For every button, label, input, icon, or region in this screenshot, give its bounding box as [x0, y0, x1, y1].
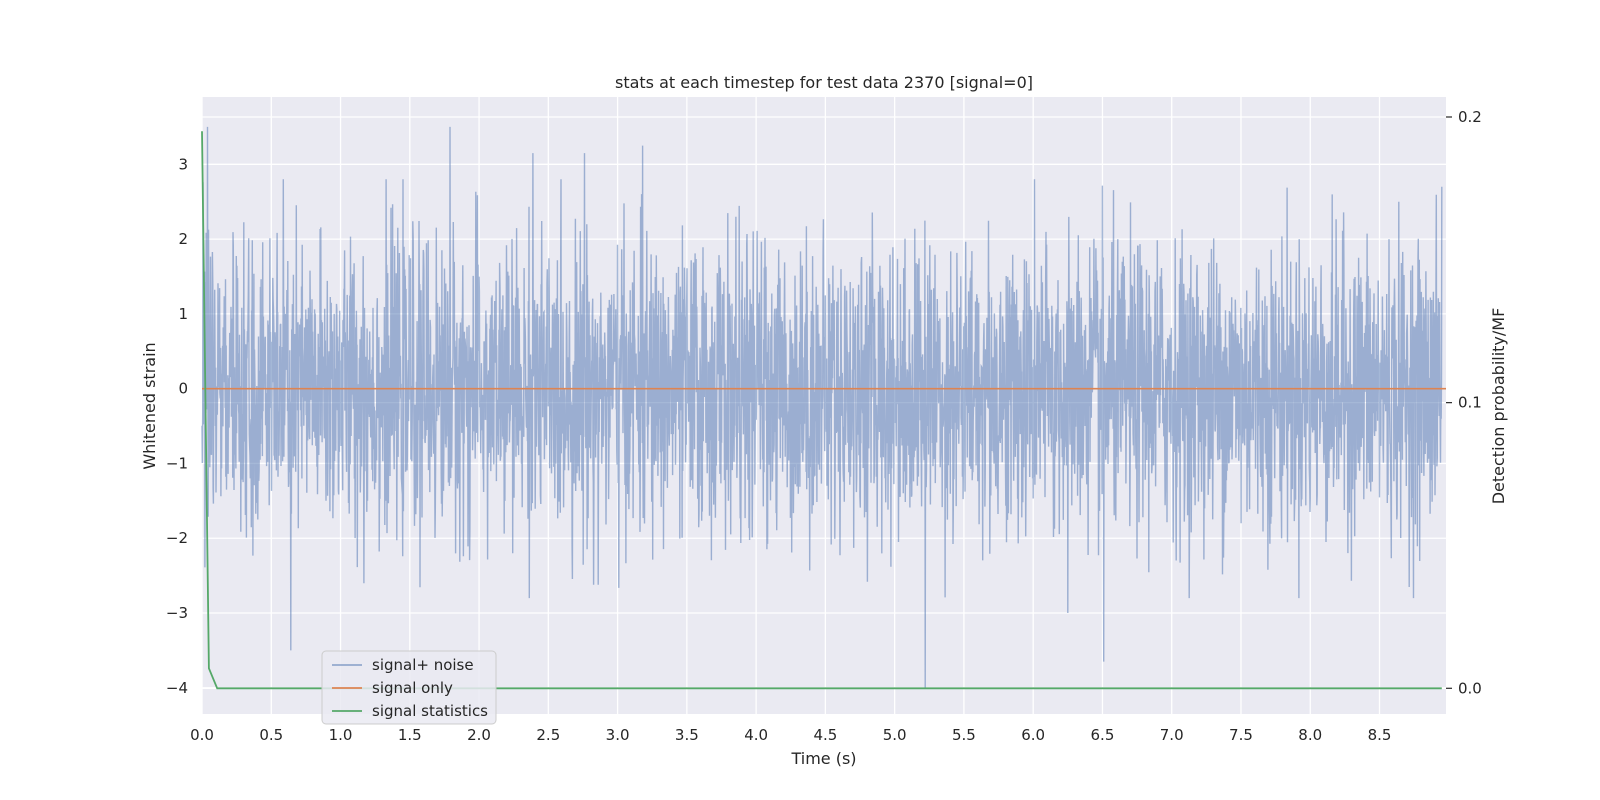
series-layer	[201, 126, 1446, 690]
x-tick-labels: 0.0 0.5 1.0 1.5 2.0 2.5 3.0 3.5 4.0 4.5 5.0 5.5 6.0 6…	[190, 726, 1391, 744]
x-tick-label: 5.0	[883, 726, 907, 744]
y2-tick-label: 0.0	[1458, 679, 1482, 697]
signal-noise-line	[201, 126, 1443, 688]
x-tick-label: 7.5	[1229, 726, 1253, 744]
y-tick-labels: 3 2 1 0 −1 −2 −3 −4	[166, 155, 188, 697]
legend-label: signal only	[372, 679, 453, 697]
legend-label: signal statistics	[372, 702, 488, 720]
x-tick-label: 2.5	[536, 726, 560, 744]
x-tick-label: 2.0	[467, 726, 491, 744]
y-tick-label: 2	[178, 230, 188, 248]
x-tick-label: 8.0	[1298, 726, 1322, 744]
legend: signal+ noise signal only signal statistic…	[321, 650, 497, 725]
x-tick-label: 4.0	[744, 726, 768, 744]
y-tick-label: 1	[178, 305, 188, 323]
x-tick-label: 6.5	[1091, 726, 1115, 744]
legend-label: signal+ noise	[372, 656, 474, 674]
chart-title: stats at each timestep for test data 237…	[615, 73, 1033, 92]
x-tick-label: 4.5	[813, 726, 837, 744]
y2-tick-labels: 0.2 0.1 0.0	[1446, 108, 1482, 697]
x-tick-label: 3.0	[606, 726, 630, 744]
signal-statistics-line	[201, 131, 1442, 690]
x-tick-label: 5.5	[952, 726, 976, 744]
y2-axis-label: Detection probability/MF	[1489, 308, 1508, 505]
y-tick-label: 3	[178, 155, 188, 173]
x-tick-label: 6.0	[1021, 726, 1045, 744]
x-tick-label: 0.0	[190, 726, 214, 744]
x-tick-label: 8.5	[1368, 726, 1392, 744]
y-tick-label: −3	[166, 604, 188, 622]
x-tick-label: 1.5	[398, 726, 422, 744]
x-tick-label: 0.5	[259, 726, 283, 744]
y-tick-label: 0	[178, 380, 188, 398]
y2-tick-label: 0.2	[1458, 108, 1482, 126]
y-tick-label: −1	[166, 454, 188, 472]
x-tick-label: 1.0	[329, 726, 353, 744]
y-axis-label: Whitened strain	[140, 342, 159, 469]
legend-box	[321, 650, 497, 725]
x-tick-label: 3.5	[675, 726, 699, 744]
y2-tick-label: 0.1	[1458, 394, 1482, 412]
y-tick-label: −4	[166, 679, 188, 697]
y-tick-label: −2	[166, 529, 188, 547]
x-tick-label: 7.0	[1160, 726, 1184, 744]
x-axis-label: Time (s)	[790, 749, 856, 768]
